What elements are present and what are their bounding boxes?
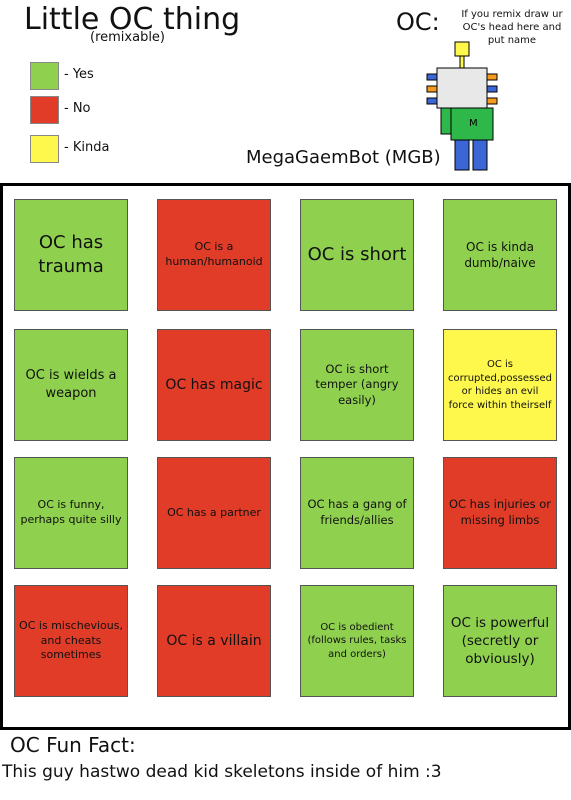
head	[436, 67, 488, 109]
legend-swatch	[30, 62, 59, 90]
legend-label: - Yes	[64, 67, 94, 82]
note: If you remix draw ur OC's head here and …	[461, 9, 563, 46]
body	[450, 107, 494, 141]
fun-fact-title: OC Fun Fact:	[10, 733, 136, 757]
cell: OC is kinda dumb/naive	[443, 199, 557, 311]
cell: OC is wields a weapon	[14, 329, 128, 441]
cell: OC is a human/humanoid	[157, 199, 271, 311]
oc-name: MegaGaemBot (MGB)	[246, 147, 441, 168]
subtitle: (remixable)	[90, 30, 165, 45]
cell: OC is mischevious, and cheats sometimes	[14, 585, 128, 697]
oc-drawing: M	[426, 41, 498, 171]
cell: OC is corrupted,possessed or hides an ev…	[443, 329, 557, 441]
cell: OC has injuries or missing limbs	[443, 457, 557, 569]
cell: OC is short temper (angry easily)	[300, 329, 414, 441]
cell: OC has magic	[157, 329, 271, 441]
cell: OC has trauma	[14, 199, 128, 311]
cell: OC is short	[300, 199, 414, 311]
cell: OC is a villain	[157, 585, 271, 697]
legend-label: - Kinda	[64, 140, 110, 155]
cell: OC is funny, perhaps quite silly	[14, 457, 128, 569]
fun-fact: This guy hastwo dead kid skeletons insid…	[2, 762, 442, 782]
cell: OC is powerful (secretly or obviously)	[443, 585, 557, 697]
cell: OC has a partner	[157, 457, 271, 569]
antenna	[454, 41, 470, 57]
cell: OC is obedient (follows rules, tasks and…	[300, 585, 414, 697]
legend-swatch	[30, 96, 59, 124]
legend-label: - No	[64, 101, 91, 116]
oc-label: OC:	[396, 8, 440, 36]
legend-swatch	[30, 135, 59, 163]
board: OC has trauma OC is a human/humanoid OC is…	[0, 183, 571, 730]
title: Little OC thing	[24, 2, 241, 37]
cell: OC has a gang of friends/allies	[300, 457, 414, 569]
svg-text:M: M	[469, 118, 478, 129]
